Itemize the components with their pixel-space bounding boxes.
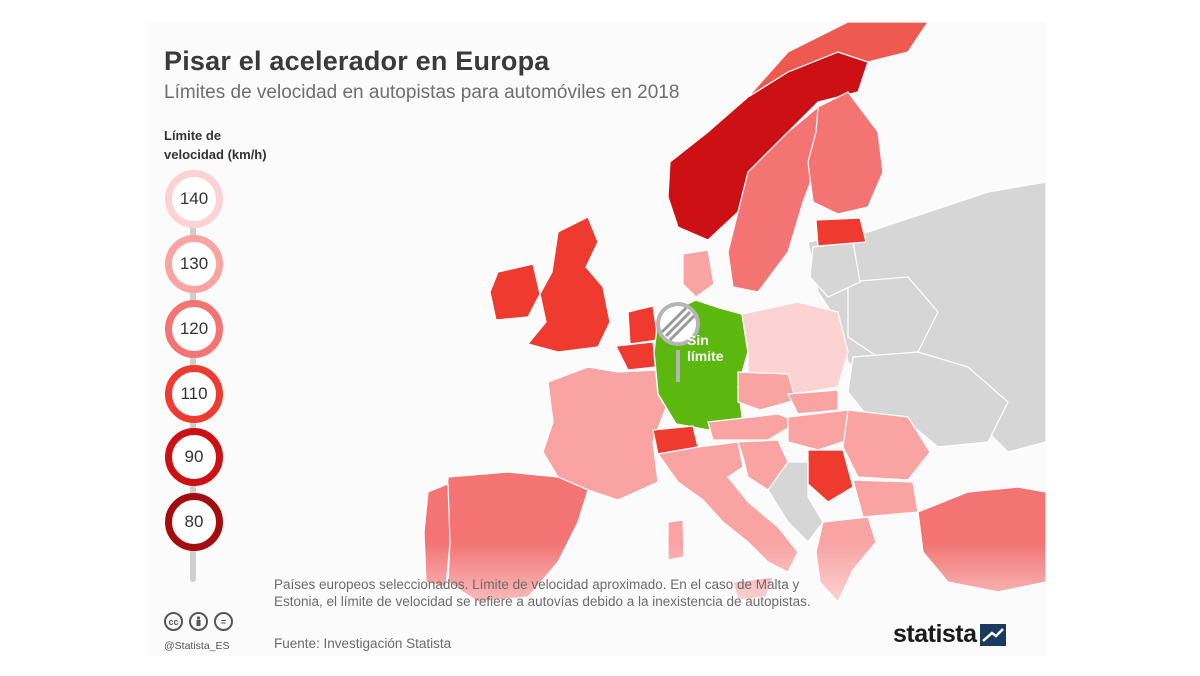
cc-icon[interactable]: cc [164, 612, 183, 631]
footnote: Países europeos seleccionados. Límite de… [274, 577, 811, 609]
country-hungary [787, 409, 859, 451]
person-icon[interactable] [189, 612, 208, 631]
europe-map [148, 22, 1046, 656]
speed-sign-120: 120 [165, 300, 223, 358]
country-netherlands [627, 305, 659, 345]
source-text: Fuente: Investigación Statista [274, 636, 452, 651]
speed-sign-80: 80 [165, 493, 223, 551]
germany-label-line1: Sin [687, 332, 709, 348]
country-finland [807, 91, 884, 215]
country-belgium [615, 341, 657, 371]
country-poland [741, 301, 849, 395]
speed-sign-label: 90 [184, 447, 204, 466]
country-austria [707, 413, 800, 441]
statista-logo-icon [979, 623, 1006, 646]
no-speed-limit-sign-icon [656, 302, 700, 382]
country-estonia [815, 217, 867, 247]
legend-title-line2: velocidad (km/h) [164, 147, 267, 162]
country-uk [526, 216, 611, 353]
country-ireland [489, 263, 541, 321]
country-croatia [737, 439, 789, 491]
speed-sign-label: 140 [179, 189, 209, 208]
speed-sign-90: 90 [165, 428, 223, 486]
page-title: Pisar el acelerador en Europa [164, 46, 550, 76]
statista-wordmark: statista [893, 620, 977, 648]
license-icons: cc = [164, 612, 233, 631]
infographic-card: Sin límite Pisar el acelerador en Europa… [148, 22, 1046, 656]
country-romania [842, 409, 931, 481]
speed-sign-label: 110 [180, 384, 208, 403]
country-ukraine [847, 351, 1009, 448]
germany-label: Sin límite [687, 332, 724, 364]
germany-label-line2: límite [687, 348, 724, 364]
country-serbia [807, 449, 854, 503]
country-france [542, 366, 669, 501]
country-czechia [737, 371, 797, 411]
speed-sign-140: 140 [165, 170, 223, 228]
twitter-handle[interactable]: @Statista_ES [164, 640, 230, 652]
country-bulgaria [852, 479, 919, 518]
equal-icon[interactable]: = [214, 612, 233, 631]
country-norway-north [747, 22, 929, 98]
speed-sign-label: 120 [179, 319, 209, 338]
country-denmark [682, 249, 715, 298]
statista-logo[interactable]: statista [893, 620, 1006, 649]
speed-sign-label: 130 [179, 254, 209, 273]
speed-sign-110: 110 [165, 365, 223, 423]
speed-sign-label: 80 [184, 512, 204, 531]
legend-title: Límite de velocidad (km/h) [164, 126, 267, 164]
speed-sign-130: 130 [165, 235, 223, 293]
country-balkans [767, 461, 824, 543]
page-subtitle: Límites de velocidad en autopistas para … [164, 82, 680, 103]
legend-title-line1: Límite de [164, 128, 222, 143]
country-slovakia [787, 389, 839, 415]
